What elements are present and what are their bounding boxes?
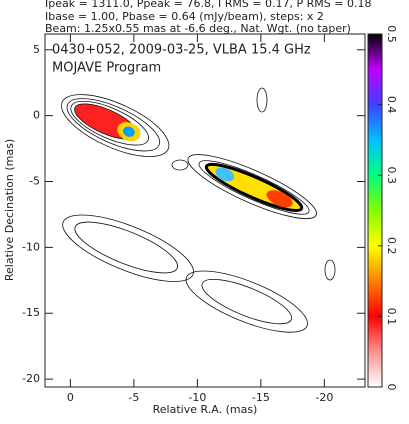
- colorbar-tick-label: 0.2: [385, 237, 398, 255]
- header-line: Beam: 1.25x0.55 mas at -6.6 deg., Nat. W…: [45, 22, 351, 35]
- colorbar: [367, 33, 383, 388]
- colorbar-tick-label: 0.1: [385, 308, 398, 326]
- chart-title: 0430+052, 2009-03-25, VLBA 15.4 GHz: [52, 43, 311, 58]
- colorbar-tick-label: 0.3: [385, 166, 398, 184]
- colorbar-tick-label: 0.4: [385, 96, 398, 114]
- header-line: Ipeak = 1311.0, Ppeak = 76.8, I RMS = 0.…: [45, 0, 372, 10]
- y-tick-label: -15: [22, 306, 40, 319]
- x-tick-label: 0: [67, 391, 74, 404]
- x-tick-label: -20: [315, 391, 333, 404]
- x-tick-label: -15: [252, 391, 270, 404]
- x-tick-label: -5: [128, 391, 139, 404]
- y-tick-label: 5: [33, 43, 40, 56]
- header-line: Ibase = 1.00, Pbase = 0.64 (mJy/beam), s…: [45, 10, 324, 23]
- plot-frame: [44, 33, 366, 388]
- y-tick-label: 0: [33, 109, 40, 122]
- image: [61, 87, 336, 333]
- colorbar-tick-label: 0: [385, 384, 398, 391]
- chart-subtitle: MOJAVE Program: [52, 61, 161, 76]
- y-tick-label: -20: [22, 372, 40, 385]
- y-axis-label: Relative Decination (mas): [3, 139, 16, 281]
- x-axis-label: Relative R.A. (mas): [153, 403, 258, 416]
- x-tick-label: -10: [188, 391, 206, 404]
- y-tick-label: -10: [22, 240, 40, 253]
- y-tick-label: -5: [29, 175, 40, 188]
- colorbar-tick-label: 0.5: [385, 25, 398, 43]
